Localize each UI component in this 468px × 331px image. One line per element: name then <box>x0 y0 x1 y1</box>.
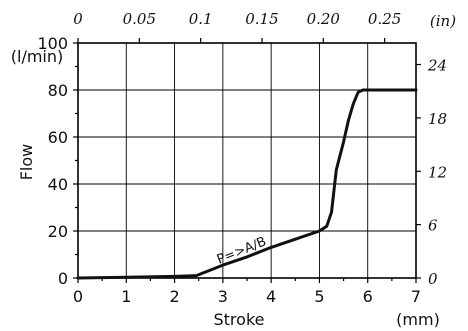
right-tick-label: 6 <box>428 217 438 235</box>
x-tick-label: 6 <box>363 287 373 306</box>
right-tick-label: 12 <box>428 163 447 181</box>
top-axis-unit: (in) <box>430 12 456 30</box>
right-tick-label: 0 <box>428 270 438 288</box>
y-tick-label: 100 <box>37 34 68 53</box>
x-tick-label: 5 <box>314 287 324 306</box>
x-tick-label: 7 <box>411 287 421 306</box>
x-tick-label: 1 <box>121 287 131 306</box>
top-tick-label: 0.15 <box>245 10 278 28</box>
right-tick-label: 24 <box>427 57 447 75</box>
y-tick-label: 80 <box>48 81 68 100</box>
x-tick-label: 3 <box>218 287 228 306</box>
top-tick-label: 0 <box>73 10 83 28</box>
axis-ticks <box>73 38 421 283</box>
x-tick-label: 4 <box>266 287 276 306</box>
y-axis-label: Flow <box>17 144 36 181</box>
y-axis-unit: (l/min) <box>11 47 64 66</box>
x-tick-label: 0 <box>73 287 83 306</box>
top-tick-label: 0.20 <box>307 10 341 28</box>
top-tick-label: 0.05 <box>123 10 156 28</box>
x-tick-label: 2 <box>169 287 179 306</box>
y-tick-label: 0 <box>58 269 68 288</box>
x-axis-unit: (mm) <box>396 310 440 329</box>
y-tick-label: 20 <box>48 222 68 241</box>
top-tick-label: 0.25 <box>368 10 401 28</box>
y-tick-label: 60 <box>48 128 68 147</box>
right-tick-label: 18 <box>428 110 447 128</box>
x-axis-label: Stroke <box>214 310 265 329</box>
series-line-p-ab <box>76 88 418 280</box>
top-tick-label: 0.1 <box>189 10 213 28</box>
y-tick-label: 40 <box>48 175 68 194</box>
